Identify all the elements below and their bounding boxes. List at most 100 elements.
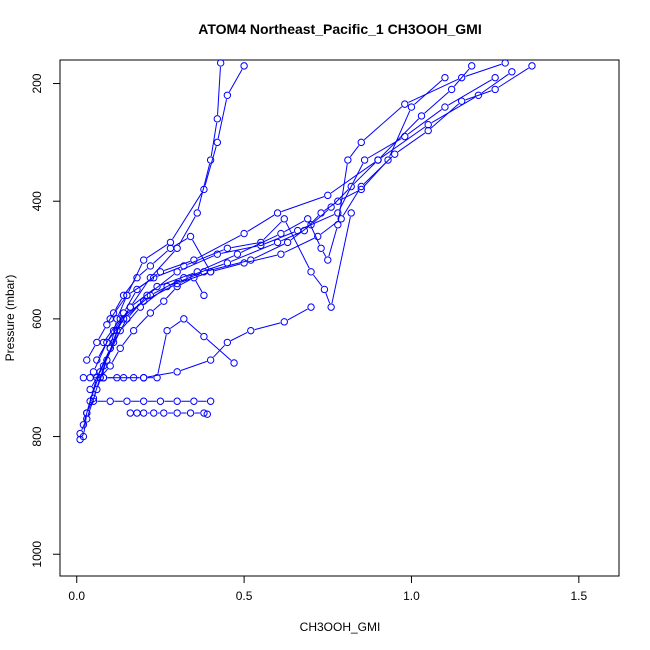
series-segment <box>149 273 175 294</box>
data-point <box>280 215 288 223</box>
series-segment <box>214 263 241 272</box>
data-point <box>501 59 509 67</box>
x-tick-label: 0.5 <box>236 589 253 603</box>
data-point <box>86 374 94 382</box>
series-segment <box>287 308 308 321</box>
data-point <box>193 209 201 217</box>
series-segment <box>414 79 443 105</box>
data-point <box>384 156 392 164</box>
data-point <box>86 385 94 394</box>
data-point <box>257 241 265 250</box>
data-point <box>200 409 208 417</box>
series-segment <box>180 360 208 371</box>
series-segment <box>111 351 119 363</box>
series-segment <box>320 220 339 235</box>
x-axis: 0.0 0.5 1.0 1.5 <box>68 576 587 603</box>
data-point <box>180 315 188 323</box>
series-segment <box>230 243 275 262</box>
series-segment <box>465 63 502 77</box>
series-segment <box>322 251 327 257</box>
data-point <box>86 397 94 405</box>
series-segment <box>192 239 210 269</box>
series-segment <box>339 163 364 210</box>
series-segment <box>128 263 143 292</box>
data-point <box>160 297 168 305</box>
data-point <box>357 138 365 147</box>
data-point <box>116 315 124 323</box>
series-segment <box>481 73 509 94</box>
series-segment <box>83 416 87 433</box>
x-tick-label: 1.0 <box>403 589 420 603</box>
data-point <box>190 273 198 282</box>
series-segment <box>88 345 96 357</box>
x-tick-label: 1.5 <box>570 589 587 603</box>
data-point <box>89 368 98 376</box>
data-point <box>360 156 369 164</box>
data-point <box>156 397 165 405</box>
series-segment <box>217 99 228 139</box>
series-segment <box>247 254 278 263</box>
series-segment <box>81 422 86 431</box>
series-segment <box>112 298 126 316</box>
data-point <box>186 232 195 241</box>
series-segment <box>337 163 348 221</box>
series-segment <box>153 250 168 264</box>
series-segment <box>105 321 119 340</box>
series-segment <box>178 216 196 246</box>
data-point <box>213 138 222 147</box>
data-point <box>216 59 225 67</box>
data-point <box>93 356 101 364</box>
data-point <box>166 244 175 252</box>
data-point <box>103 338 111 347</box>
data-point <box>93 338 101 347</box>
data-point <box>344 156 352 164</box>
data-point <box>113 374 121 382</box>
data-point <box>190 397 198 405</box>
data-point <box>357 182 365 191</box>
data-point <box>528 62 536 70</box>
data-point <box>89 397 98 405</box>
data-point <box>230 359 238 367</box>
series-segment <box>160 272 194 286</box>
series-segment <box>139 268 148 276</box>
data-point <box>374 156 382 164</box>
data-point <box>324 256 332 264</box>
data-point <box>160 409 168 417</box>
data-point <box>139 374 148 382</box>
data-point <box>206 156 215 164</box>
series-segment <box>187 249 224 265</box>
data-point <box>153 374 161 382</box>
series-segment <box>330 161 376 194</box>
data-point <box>163 326 171 335</box>
series-segment <box>285 222 310 269</box>
data-point <box>186 409 195 417</box>
data-point <box>126 409 134 417</box>
series-segment <box>204 146 217 186</box>
series-segment <box>200 255 234 271</box>
series-segment <box>448 79 492 106</box>
series-segment <box>254 243 285 259</box>
y-tick-label: 1000 <box>30 541 44 568</box>
data-point <box>83 415 91 423</box>
data-point <box>139 256 148 264</box>
series-segment <box>247 214 275 232</box>
data-point <box>240 259 248 267</box>
data-point <box>79 421 88 429</box>
series-segment <box>206 338 232 361</box>
data-point <box>173 397 181 405</box>
series-segment <box>172 192 203 240</box>
series-segment <box>230 331 248 342</box>
data-point <box>457 73 466 82</box>
data-point <box>317 209 325 217</box>
data-point <box>457 97 466 105</box>
data-point <box>314 232 322 241</box>
series-segment <box>349 145 360 158</box>
data-point <box>146 262 155 270</box>
data-point <box>213 115 222 123</box>
data-point <box>491 73 499 82</box>
data-point <box>280 318 288 326</box>
data-point <box>327 303 335 311</box>
series-segment <box>147 372 174 378</box>
series-segment <box>397 132 426 153</box>
